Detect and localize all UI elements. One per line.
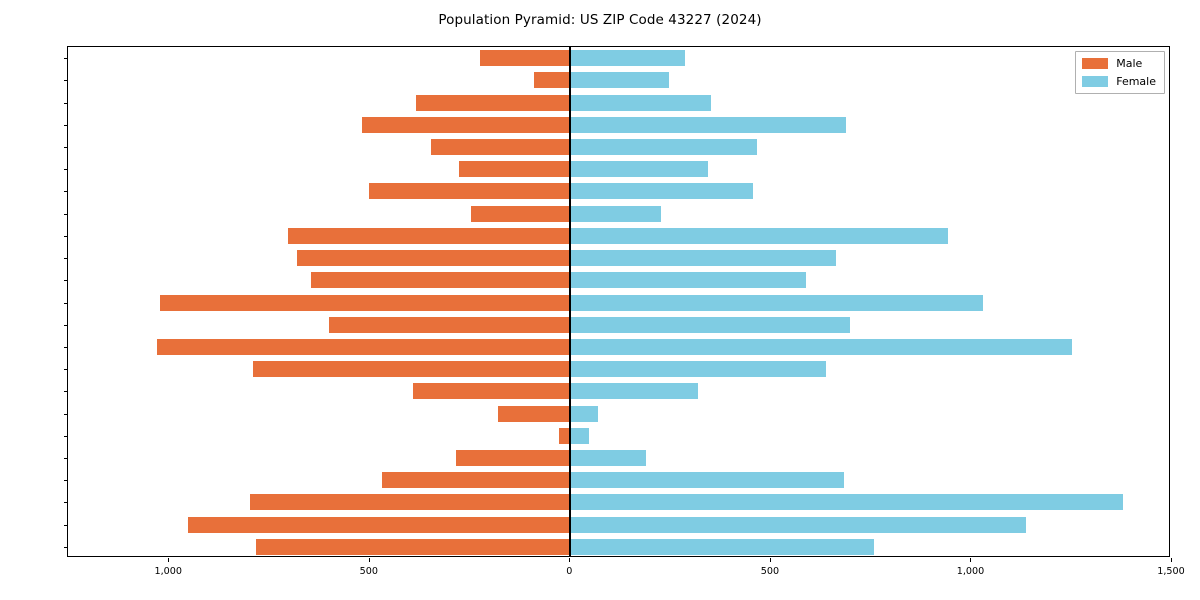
bar-male — [412, 383, 570, 400]
bar-female — [569, 405, 599, 422]
y-axis-tick-mark — [64, 235, 68, 237]
bar-male — [381, 472, 570, 489]
x-axis-tick-mark — [970, 558, 972, 562]
y-axis-tick-mark — [64, 346, 68, 348]
y-axis-tick-mark — [64, 302, 68, 304]
bar-male — [287, 227, 570, 244]
x-axis-tick-mark — [769, 558, 771, 562]
y-axis-tick-mark — [64, 458, 68, 460]
y-axis-tick-mark — [64, 258, 68, 260]
x-axis-tick-label: 1,000 — [956, 566, 985, 577]
bar-male — [157, 338, 570, 355]
y-axis-tick-mark — [64, 80, 68, 82]
y-axis-tick-mark — [64, 191, 68, 193]
bar-male — [558, 427, 570, 444]
legend-label-female: Female — [1116, 75, 1156, 88]
x-axis-tick-label: 1,500 — [1157, 566, 1185, 577]
bar-female — [569, 516, 1026, 533]
y-axis-tick-mark — [64, 546, 68, 548]
y-axis-tick-mark — [64, 369, 68, 371]
y-axis-tick-mark — [64, 413, 68, 415]
bar-male — [497, 405, 570, 422]
bar-female — [569, 494, 1123, 511]
y-axis-tick-mark — [64, 58, 68, 60]
bar-male — [310, 272, 570, 289]
x-axis-tick-mark — [1171, 558, 1172, 562]
y-axis-tick-mark — [64, 102, 68, 104]
legend-item-female[interactable]: Female — [1082, 75, 1156, 88]
bar-male — [430, 138, 570, 155]
y-axis-tick-mark — [64, 124, 68, 126]
x-axis-tick-label: 500 — [760, 566, 780, 577]
x-axis-tick-label: 500 — [359, 566, 378, 577]
legend-swatch-female — [1082, 76, 1109, 87]
y-axis-tick-mark — [64, 146, 68, 148]
bar-female — [569, 338, 1072, 355]
bar-female — [569, 161, 708, 178]
legend-swatch-male — [1082, 58, 1109, 69]
bar-male — [160, 294, 570, 311]
bar-female — [569, 50, 685, 67]
bar-female — [569, 72, 669, 89]
bar-male — [459, 161, 570, 178]
y-axis-tick-mark — [64, 324, 68, 326]
bar-male — [533, 72, 570, 89]
y-axis-tick-mark — [64, 502, 68, 504]
bar-female — [569, 272, 806, 289]
bar-male — [415, 94, 570, 111]
plot-area: Male Female 85+80-8475-7970-7467-6965-66… — [64, 46, 1185, 577]
bar-female — [569, 361, 827, 378]
bar-male — [471, 205, 570, 222]
bars-layer — [68, 47, 1169, 556]
bar-male — [479, 50, 570, 67]
bar-male — [362, 116, 570, 133]
legend-label-male: Male — [1116, 57, 1143, 70]
bar-female — [569, 383, 698, 400]
bar-male — [252, 361, 570, 378]
y-axis-tick-mark — [64, 480, 68, 482]
bar-male — [255, 538, 570, 555]
bar-male — [456, 450, 570, 467]
y-axis-tick-mark — [64, 435, 68, 437]
bar-female — [569, 183, 754, 200]
bar-male — [188, 516, 570, 533]
bar-female — [569, 538, 875, 555]
bar-female — [569, 450, 646, 467]
bar-female — [569, 94, 711, 111]
y-axis-tick-mark — [64, 213, 68, 215]
bar-female — [569, 205, 661, 222]
zero-axis-line — [569, 47, 571, 556]
x-axis-tick-mark — [569, 558, 571, 562]
bar-female — [569, 138, 758, 155]
y-axis-tick-mark — [64, 524, 68, 526]
legend-item-male[interactable]: Male — [1082, 57, 1156, 70]
bar-male — [297, 250, 570, 267]
y-axis-tick-mark — [64, 169, 68, 171]
bar-female — [569, 294, 984, 311]
chart-legend: Male Female — [1075, 51, 1165, 94]
bar-female — [569, 316, 851, 333]
x-axis-tick-label: 0 — [566, 566, 573, 577]
bar-male — [328, 316, 570, 333]
bar-male — [250, 494, 570, 511]
x-axis-tick-label: 1,000 — [154, 566, 182, 577]
bar-female — [569, 116, 847, 133]
chart-title: Population Pyramid: US ZIP Code 43227 (2… — [438, 12, 762, 28]
bar-female — [569, 227, 948, 244]
bar-female — [569, 427, 589, 444]
x-axis-tick-mark — [168, 558, 170, 562]
bar-female — [569, 250, 837, 267]
bar-female — [569, 472, 845, 489]
x-axis-tick-mark — [368, 558, 370, 562]
bar-male — [368, 183, 570, 200]
y-axis-tick-mark — [64, 280, 68, 282]
y-axis-tick-mark — [64, 391, 68, 393]
